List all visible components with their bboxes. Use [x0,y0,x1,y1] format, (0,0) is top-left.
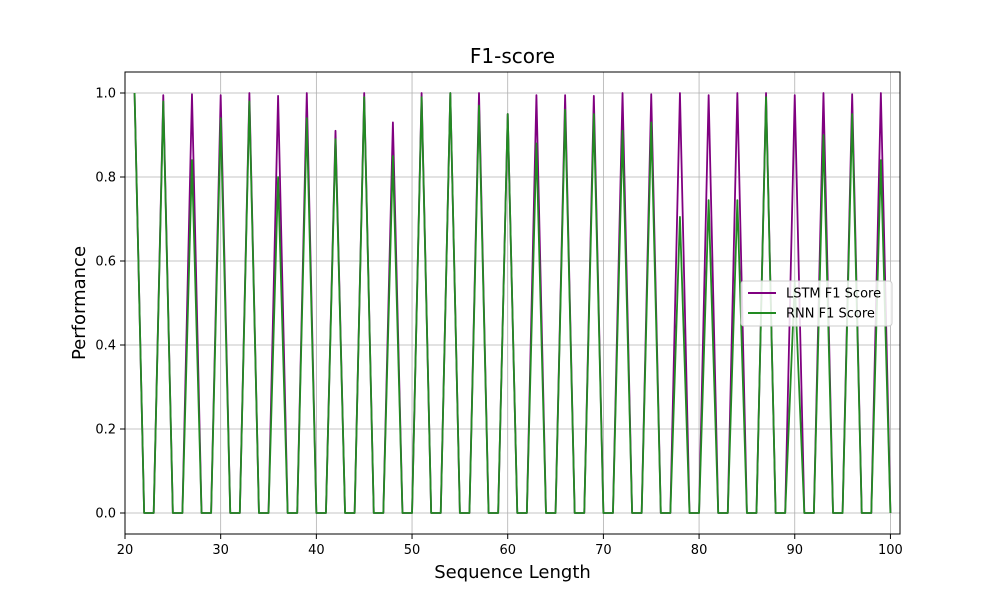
x-tick-label: 30 [212,543,229,558]
y-tick-label: 0.0 [95,507,116,522]
y-tick-label: 0.6 [95,255,116,270]
x-tick-label: 70 [595,543,612,558]
x-tick-label: 60 [499,543,516,558]
y-tick-label: 0.4 [95,339,116,354]
y-tick-label: 0.2 [95,423,116,438]
x-tick-label: 90 [786,543,803,558]
plot-frame [124,71,901,535]
x-tick-label: 20 [117,543,134,558]
legend-label: LSTM F1 Score [786,287,881,302]
series-lines [133,92,892,514]
x-tick-label: 100 [878,543,903,558]
series-line-rnn [133,92,892,514]
chart-title: F1-score [470,44,555,68]
y-axis-label: Performance [69,246,90,360]
axis-ticks: 20 30 40 50 60 70 80 90 100 0.0 0.2 0.4 0.6 0.8 1.0 [95,87,903,559]
legend-label: RNN F1 Score [786,307,875,322]
y-tick-label: 0.8 [95,171,116,186]
y-tick-label: 1.0 [95,87,116,102]
x-axis-label: Sequence Length [434,562,591,583]
x-tick-label: 80 [691,543,708,558]
legend-box [740,280,893,327]
x-tick-label: 40 [308,543,325,558]
x-tick-label: 50 [404,543,421,558]
legend: LSTM F1 Score RNN F1 Score [740,280,893,327]
